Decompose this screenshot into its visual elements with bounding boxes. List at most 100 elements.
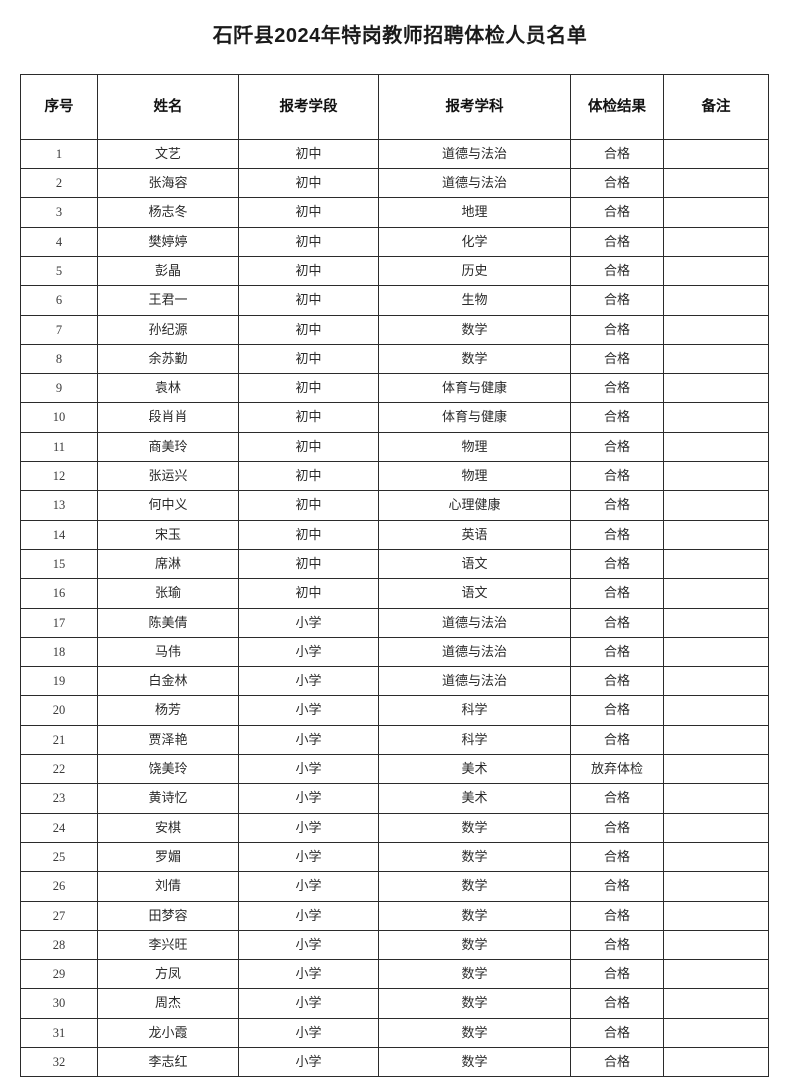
cell-stage: 小学 (238, 1017, 379, 1048)
column-header-subject: 报考学科 (378, 73, 571, 140)
cell-remark (663, 255, 769, 287)
cell-stage: 初中 (238, 168, 379, 199)
cell-subject: 体育与健康 (378, 402, 571, 433)
cell-remark (663, 754, 769, 785)
cell-index: 11 (20, 431, 98, 463)
cell-index: 1 (20, 138, 98, 170)
cell-subject: 历史 (378, 255, 571, 287)
cell-remark (663, 285, 769, 316)
column-header-index: 序号 (20, 73, 98, 140)
cell-subject: 数学 (378, 988, 571, 1019)
cell-name: 文艺 (97, 138, 239, 170)
cell-stage: 小学 (238, 724, 379, 756)
cell-name: 杨志冬 (97, 197, 239, 228)
cell-result: 合格 (570, 373, 664, 404)
cell-stage: 小学 (238, 1046, 379, 1077)
cell-result: 合格 (570, 255, 664, 287)
table-row: 8 余苏勤 初中 数学 合格 (20, 343, 769, 375)
cell-index: 17 (20, 607, 98, 638)
cell-result: 合格 (570, 812, 664, 843)
cell-stage: 小学 (238, 695, 379, 726)
cell-subject: 数学 (378, 900, 571, 931)
cell-stage: 小学 (238, 666, 379, 697)
cell-result: 合格 (570, 871, 664, 902)
cell-remark (663, 900, 769, 931)
table-row: 16 张瑜 初中 语文 合格 (20, 578, 769, 609)
cell-result: 合格 (570, 548, 664, 580)
cell-remark (663, 461, 769, 492)
cell-result: 合格 (570, 461, 664, 492)
cell-index: 6 (20, 285, 98, 316)
table-row: 11 商美玲 初中 物理 合格 (20, 431, 769, 463)
table-row: 31 龙小霞 小学 数学 合格 (20, 1017, 769, 1048)
cell-name: 方凤 (97, 959, 239, 990)
cell-index: 30 (20, 988, 98, 1019)
page-title: 石阡县2024年特岗教师招聘体检人员名单 (212, 25, 588, 48)
cell-stage: 初中 (238, 373, 379, 404)
cell-remark (663, 959, 769, 990)
cell-subject: 道德与法治 (378, 607, 571, 638)
table-row: 22 饶美玲 小学 美术 放弃体检 (20, 754, 769, 785)
column-header-name: 姓名 (97, 73, 239, 140)
cell-index: 5 (20, 255, 98, 287)
cell-index: 29 (20, 959, 98, 990)
cell-index: 18 (20, 636, 98, 668)
cell-remark (663, 138, 769, 170)
cell-subject: 地理 (378, 197, 571, 228)
cell-stage: 初中 (238, 285, 379, 316)
cell-result: 合格 (570, 841, 664, 873)
cell-index: 15 (20, 548, 98, 580)
cell-remark (663, 695, 769, 726)
column-header-stage: 报考学段 (238, 73, 379, 140)
cell-stage: 初中 (238, 461, 379, 492)
cell-subject: 语文 (378, 548, 571, 580)
cell-index: 27 (20, 900, 98, 931)
cell-name: 樊婷婷 (97, 226, 239, 257)
cell-stage: 小学 (238, 783, 379, 814)
cell-index: 24 (20, 812, 98, 843)
table-row: 20 杨芳 小学 科学 合格 (20, 695, 769, 726)
cell-subject: 物理 (378, 461, 571, 492)
cell-subject: 物理 (378, 431, 571, 463)
table-row: 24 安棋 小学 数学 合格 (20, 812, 769, 843)
cell-index: 8 (20, 343, 98, 375)
cell-subject: 语文 (378, 578, 571, 609)
cell-subject: 体育与健康 (378, 373, 571, 404)
cell-remark (663, 578, 769, 609)
cell-result: 合格 (570, 783, 664, 814)
cell-stage: 初中 (238, 226, 379, 257)
table-row: 29 方凤 小学 数学 合格 (20, 959, 769, 990)
cell-index: 28 (20, 929, 98, 961)
cell-stage: 初中 (238, 197, 379, 228)
cell-subject: 数学 (378, 1046, 571, 1077)
table-row: 26 刘倩 小学 数学 合格 (20, 871, 769, 902)
roster-table-container: 序号 姓名 报考学段 报考学科 体检结果 备注 1 文艺 初中 道德与法治 合格 2 张海容… (0, 73, 800, 1077)
cell-name: 王君一 (97, 285, 239, 316)
cell-remark (663, 168, 769, 199)
cell-subject: 科学 (378, 695, 571, 726)
cell-stage: 初中 (238, 431, 379, 463)
cell-name: 李志红 (97, 1046, 239, 1077)
cell-result: 合格 (570, 138, 664, 170)
cell-name: 李兴旺 (97, 929, 239, 961)
cell-remark (663, 636, 769, 668)
cell-subject: 科学 (378, 724, 571, 756)
cell-result: 合格 (570, 636, 664, 668)
cell-remark (663, 197, 769, 228)
table-row: 1 文艺 初中 道德与法治 合格 (20, 138, 769, 170)
table-row: 10 段肖肖 初中 体育与健康 合格 (20, 402, 769, 433)
cell-remark (663, 314, 769, 345)
cell-name: 贾泽艳 (97, 724, 239, 756)
cell-name: 张瑜 (97, 578, 239, 609)
cell-stage: 小学 (238, 929, 379, 961)
cell-stage: 小学 (238, 871, 379, 902)
table-header-row: 序号 姓名 报考学段 报考学科 体检结果 备注 (20, 73, 769, 140)
table-row: 7 孙纪源 初中 数学 合格 (20, 314, 769, 345)
cell-result: 合格 (570, 402, 664, 433)
cell-index: 3 (20, 197, 98, 228)
table-row: 18 马伟 小学 道德与法治 合格 (20, 636, 769, 668)
table-row: 15 席淋 初中 语文 合格 (20, 548, 769, 580)
cell-index: 21 (20, 724, 98, 756)
cell-index: 13 (20, 490, 98, 521)
table-row: 12 张运兴 初中 物理 合格 (20, 461, 769, 492)
